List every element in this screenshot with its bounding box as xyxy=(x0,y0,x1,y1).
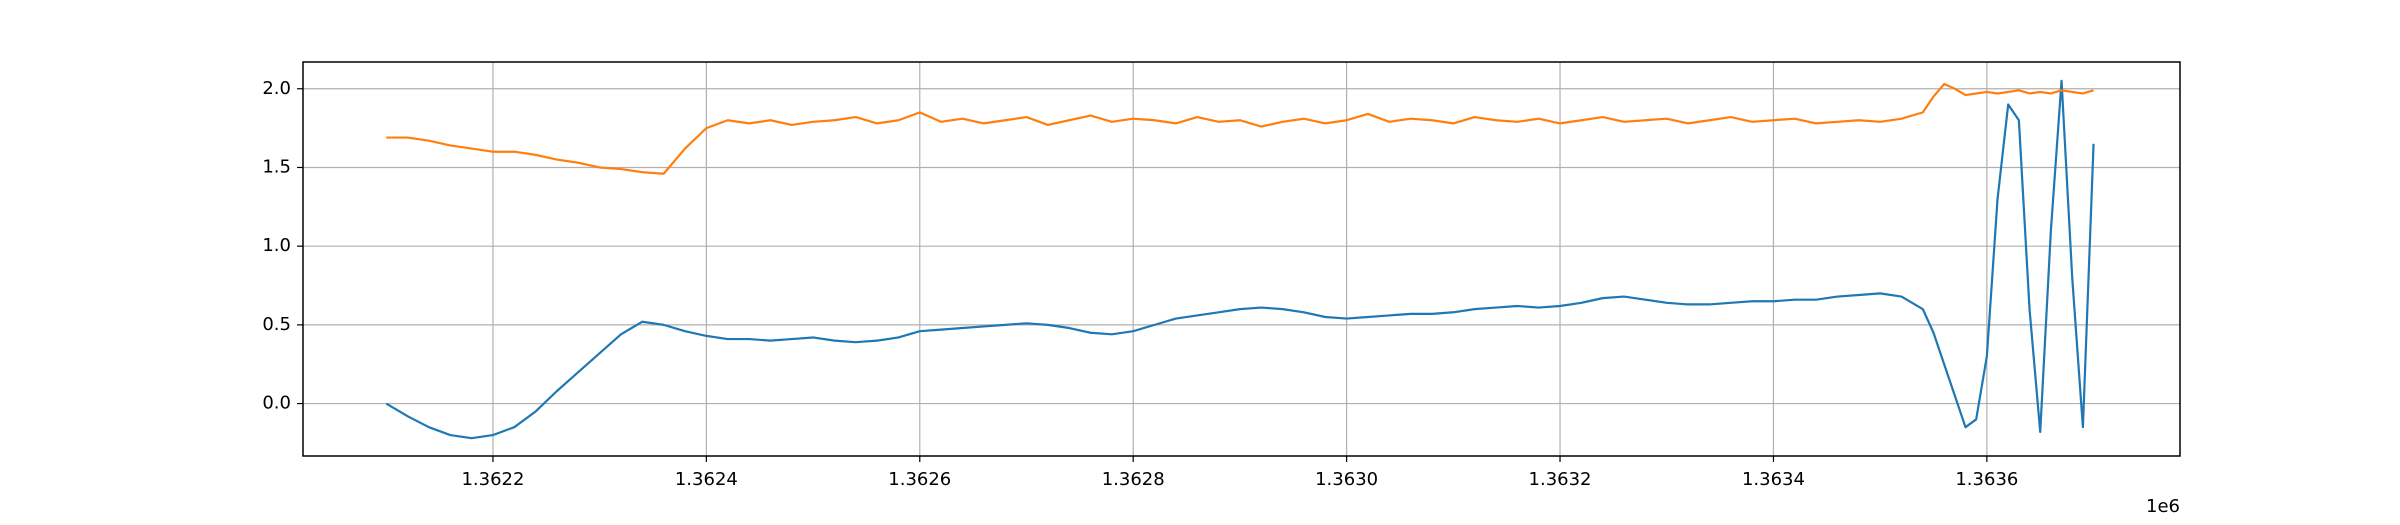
y-tick-label: 0.0 xyxy=(262,393,291,414)
series-line xyxy=(386,82,2094,175)
x-tick-label: 1.3626 xyxy=(888,469,951,490)
x-tick-label: 1.3636 xyxy=(1955,469,2018,490)
y-tick-label: 1.5 xyxy=(262,156,291,177)
x-tick-label: 1.3622 xyxy=(461,469,524,490)
plot-frame xyxy=(302,61,2181,457)
x-offset-label: 1e6 xyxy=(2146,496,2180,517)
y-tick-label: 2.0 xyxy=(262,78,291,99)
x-tick-label: 1.3624 xyxy=(675,469,738,490)
series-line xyxy=(385,79,2095,440)
x-tick-label: 1.3634 xyxy=(1742,469,1805,490)
y-tick-label: 1.0 xyxy=(262,235,291,256)
grid-layer xyxy=(303,62,2180,456)
x-tick-label: 1.3628 xyxy=(1102,469,1165,490)
x-tick-label: 1.3632 xyxy=(1529,469,1592,490)
x-tick-label: 1.3630 xyxy=(1315,469,1378,490)
y-tick-label: 0.5 xyxy=(262,314,291,335)
lines-layer xyxy=(385,79,2095,440)
